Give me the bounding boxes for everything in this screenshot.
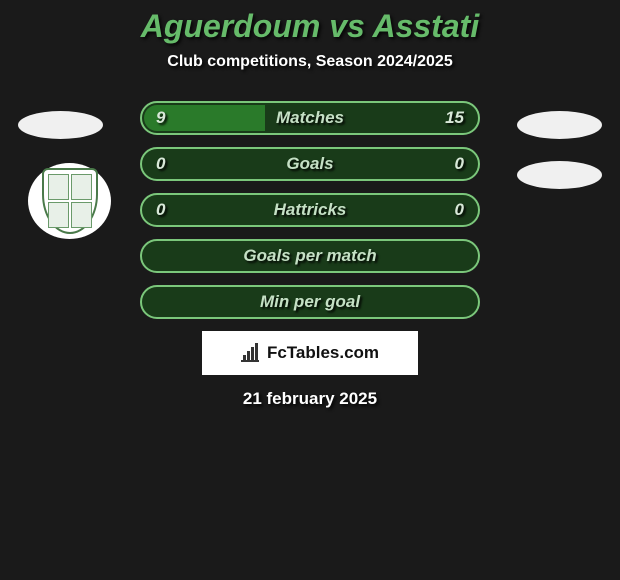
stat-row-mpg: Min per goal (140, 285, 480, 319)
brand-text: FcTables.com (267, 343, 379, 363)
stat-label: Min per goal (260, 292, 360, 312)
crest-icon (42, 168, 98, 234)
stat-label: Matches (276, 108, 344, 128)
stat-row-gpm: Goals per match (140, 239, 480, 273)
player-right-badge-1 (517, 111, 602, 139)
stat-label: Goals (286, 154, 333, 174)
barchart-icon (241, 344, 263, 362)
date-label: 21 february 2025 (0, 389, 620, 409)
player-left-badge-1 (18, 111, 103, 139)
stat-right-value: 0 (455, 154, 464, 174)
stat-left-value: 9 (156, 108, 165, 128)
player-right-badge-2 (517, 161, 602, 189)
stat-right-value: 15 (445, 108, 464, 128)
subtitle: Club competitions, Season 2024/2025 (0, 53, 620, 71)
stat-left-value: 0 (156, 200, 165, 220)
stat-row-matches: 9 Matches 15 (140, 101, 480, 135)
page-title: Aguerdoum vs Asstati (0, 0, 620, 45)
stat-label: Goals per match (243, 246, 376, 266)
comparison-content: 9 Matches 15 0 Goals 0 0 Hattricks 0 Goa… (0, 101, 620, 409)
stat-right-value: 0 (455, 200, 464, 220)
stat-row-hattricks: 0 Hattricks 0 (140, 193, 480, 227)
stat-left-value: 0 (156, 154, 165, 174)
stat-row-goals: 0 Goals 0 (140, 147, 480, 181)
player-left-crest (28, 163, 111, 239)
brand-box[interactable]: FcTables.com (202, 331, 418, 375)
stats-rows: 9 Matches 15 0 Goals 0 0 Hattricks 0 Goa… (140, 101, 480, 319)
stat-label: Hattricks (274, 200, 347, 220)
